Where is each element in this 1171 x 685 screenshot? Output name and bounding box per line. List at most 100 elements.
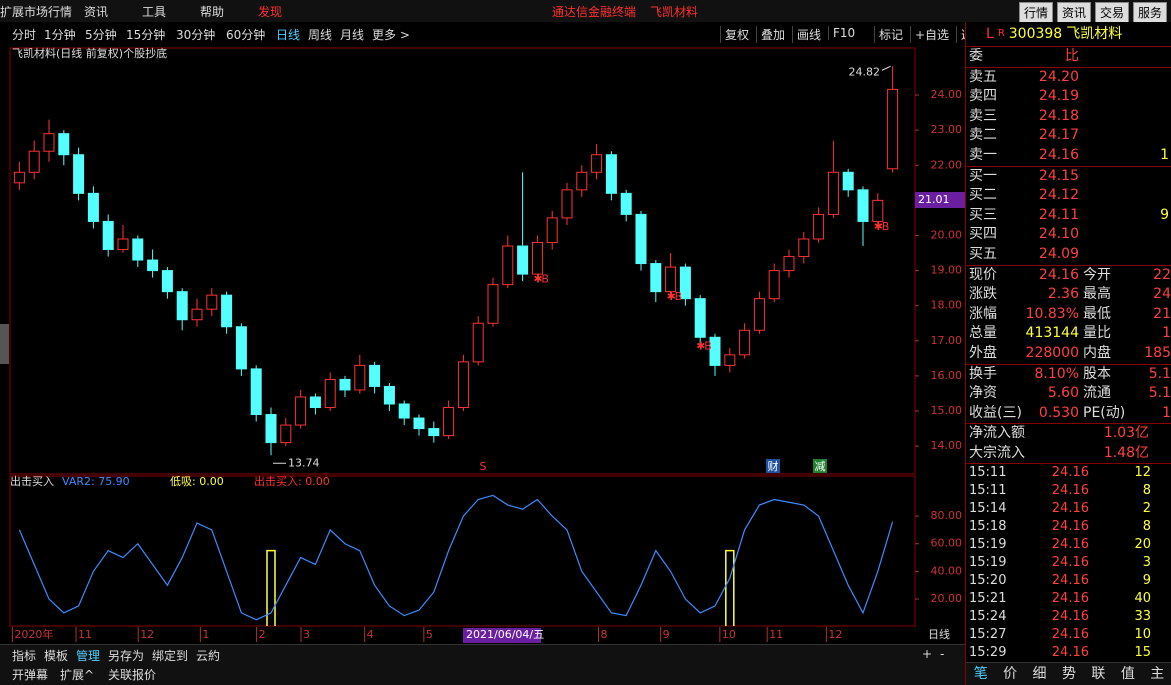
event-icon: S — [480, 460, 487, 473]
quote-cell: 185 — [1144, 344, 1171, 361]
book-volume: 1 — [1160, 146, 1169, 163]
period-tab[interactable]: 日线 — [276, 28, 301, 42]
quote-cell: 委 — [969, 48, 983, 64]
menu-button[interactable]: 行情 — [1018, 2, 1053, 23]
tick-time: 15:27 — [969, 627, 1007, 643]
tick-time: 15:21 — [969, 591, 1007, 607]
tick-price: 24.16 — [1051, 465, 1089, 481]
candle-body — [206, 294, 218, 310]
date-label: 2020年 — [14, 627, 53, 641]
quote-row: 换手 8.10% 股本 5.1 — [966, 363, 1171, 385]
period-tab[interactable]: 更多 > — [372, 28, 410, 42]
candle-body — [502, 245, 514, 286]
quote-cell — [1079, 47, 1133, 67]
side-handle[interactable] — [0, 324, 9, 364]
tick-row: 15:11 24.16 12 — [966, 463, 1171, 482]
candle-body — [102, 220, 114, 251]
bottom-extra[interactable]: 扩展^ — [60, 668, 95, 682]
menu-item[interactable]: 帮助 — [200, 5, 225, 19]
candle-body — [398, 403, 410, 419]
candle-body — [295, 396, 307, 426]
quote-tab[interactable]: 细 — [1032, 666, 1047, 682]
bottom-tab[interactable]: 指标 — [12, 649, 37, 663]
bottom-tab[interactable]: 模板 — [44, 649, 69, 663]
book-volume: 9 — [1160, 206, 1169, 223]
menu-button[interactable]: 服务 — [1132, 2, 1167, 23]
candle-body — [561, 189, 573, 219]
book-volume — [1079, 186, 1169, 206]
candle-body — [857, 189, 869, 222]
period-tab[interactable]: 30分钟 — [176, 28, 216, 42]
stock-code: 300398 — [1008, 26, 1063, 42]
menu-item[interactable]: 扩展市场行情 — [0, 5, 73, 19]
date-label: 2 — [259, 628, 266, 641]
book-volume — [1079, 68, 1169, 88]
quote-cell: 413144 — [1025, 325, 1079, 342]
tick-row: 15:19 24.16 20 — [966, 536, 1171, 554]
menu-item[interactable]: 发现 — [258, 5, 283, 19]
zoom-button[interactable]: + — [922, 647, 933, 661]
quote-cell: 最高 — [1083, 286, 1111, 303]
bottom-tab[interactable]: 绑定到 — [152, 649, 189, 663]
low-buy-spike — [266, 549, 276, 626]
menu-button[interactable]: 资讯 — [1056, 2, 1091, 23]
quote-row: 外盘 228000 内盘 185 — [966, 344, 1171, 364]
app-title: 通达信金融终端 — [552, 5, 637, 19]
candle-body — [694, 298, 706, 338]
menu-button[interactable]: 交易 — [1094, 2, 1129, 23]
quote-cell: 收益(三) — [969, 404, 1022, 421]
candle-body — [546, 217, 558, 243]
period-tab[interactable]: 15分钟 — [126, 28, 166, 42]
book-price: 24.09 — [1038, 245, 1079, 262]
candle-body — [369, 364, 381, 387]
quote-tab[interactable]: 主 — [1150, 666, 1165, 682]
y-tick-label: 18.00 — [931, 299, 963, 312]
book-volume — [1079, 126, 1169, 146]
period-tab[interactable]: 60分钟 — [226, 28, 266, 42]
chart-area: 飞凯材料(日线 前复权)个股抄底 14.00 15.00 16.00 17.00 18.0… — [0, 44, 965, 644]
bottom-extra[interactable]: 关联报价 — [108, 668, 157, 682]
period-tab[interactable]: 周线 — [308, 28, 333, 42]
tick-row: 15:18 24.16 8 — [966, 518, 1171, 536]
candle-body — [472, 322, 484, 363]
quote-cell: 0.530 — [1038, 404, 1079, 421]
quote-tab[interactable]: 笔 — [973, 666, 988, 682]
bottom-tab[interactable]: 云約 — [196, 649, 221, 663]
indicator-panel-frame — [9, 475, 916, 627]
tick-volume: 12 — [1134, 465, 1151, 481]
candle-body — [43, 133, 55, 152]
candle-body — [842, 171, 854, 191]
quote-cell: 1 — [1162, 325, 1171, 342]
period-tab[interactable]: 5分钟 — [85, 28, 117, 42]
candle-body — [265, 414, 277, 444]
tool-button[interactable]: 复权 — [720, 26, 749, 43]
tool-button[interactable]: 画线 — [792, 26, 821, 43]
menu-item[interactable]: 资讯 — [84, 5, 109, 19]
event-icon: 财 — [768, 459, 779, 473]
quote-tab[interactable]: 势 — [1061, 666, 1076, 682]
quote-tab[interactable]: 价 — [1003, 666, 1018, 682]
bottom-extra[interactable]: 开弹幕 — [12, 668, 49, 682]
menu-item[interactable]: 工具 — [142, 5, 167, 19]
period-tab[interactable]: 1分钟 — [44, 28, 76, 42]
quote-tab[interactable]: 联 — [1091, 666, 1106, 682]
tick-time: 15:11 — [969, 465, 1007, 481]
quote-cell: 24 — [1153, 286, 1171, 303]
book-label: 买三 — [969, 206, 997, 223]
quote-tab[interactable]: 值 — [1120, 666, 1135, 682]
tool-button[interactable]: +自选 — [910, 26, 949, 43]
bottom-tab[interactable]: 管理 — [76, 649, 101, 663]
quote-header: L R 300398 飞凯材料 — [966, 22, 1171, 46]
tool-button[interactable]: 叠加 — [756, 26, 785, 43]
tick-row: 15:20 24.16 9 — [966, 572, 1171, 590]
tick-volume: 9 — [1142, 573, 1151, 589]
quote-cell: 22 — [1153, 266, 1171, 283]
stock-name: 飞凯材料 — [1066, 26, 1123, 42]
bottom-tab[interactable]: 另存为 — [108, 649, 145, 663]
tool-button[interactable]: 标记 — [874, 26, 903, 43]
zoom-button[interactable]: - — [940, 647, 945, 661]
tool-button[interactable]: F10 — [828, 26, 855, 40]
period-tab[interactable]: 月线 — [340, 28, 365, 42]
y-tick-label: 24.00 — [931, 88, 963, 101]
period-tab[interactable]: 分时 — [12, 28, 37, 42]
